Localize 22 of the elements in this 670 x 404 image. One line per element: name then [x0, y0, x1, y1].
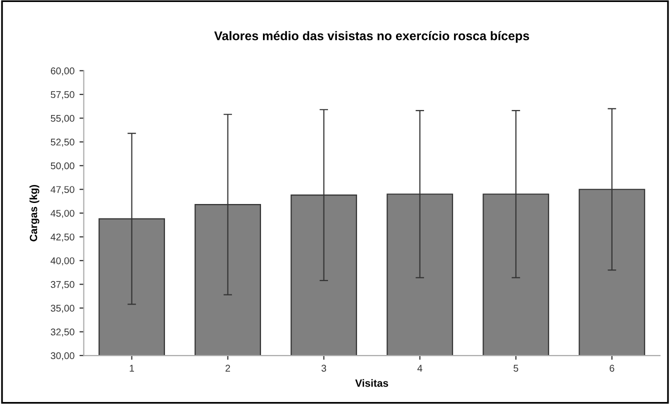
- x-axis-title: Visitas: [355, 379, 388, 387]
- y-tick-label: 47,50: [50, 186, 74, 194]
- y-tick-label: 52,50: [50, 138, 74, 147]
- y-tick-label: 60,00: [50, 67, 74, 76]
- y-tick-label: 37,50: [50, 281, 74, 290]
- x-tick-label: 4: [417, 364, 422, 372]
- y-tick-label: 50,00: [50, 162, 74, 170]
- y-tick-label: 42,50: [50, 234, 74, 242]
- x-tick-label: 5: [514, 364, 518, 372]
- x-tick-label: 3: [322, 364, 326, 372]
- y-tick-label: 55,00: [50, 114, 74, 123]
- y-tick-label: 40,00: [50, 257, 74, 266]
- chart-title: Valores médio das visistas no exercício rosca bíceps: [214, 30, 530, 43]
- y-tick-label: 35,00: [50, 304, 74, 313]
- y-axis-title: Cargas (kg): [30, 184, 40, 242]
- y-tick-label: 30,00: [50, 352, 74, 360]
- x-tick-label: 6: [610, 364, 614, 372]
- y-tick-label: 45,00: [50, 210, 74, 218]
- y-tick-label: 57,50: [50, 91, 74, 100]
- x-tick-label: 1: [130, 364, 134, 372]
- y-tick-label: 32,50: [50, 328, 74, 337]
- x-tick-label: 2: [226, 364, 230, 372]
